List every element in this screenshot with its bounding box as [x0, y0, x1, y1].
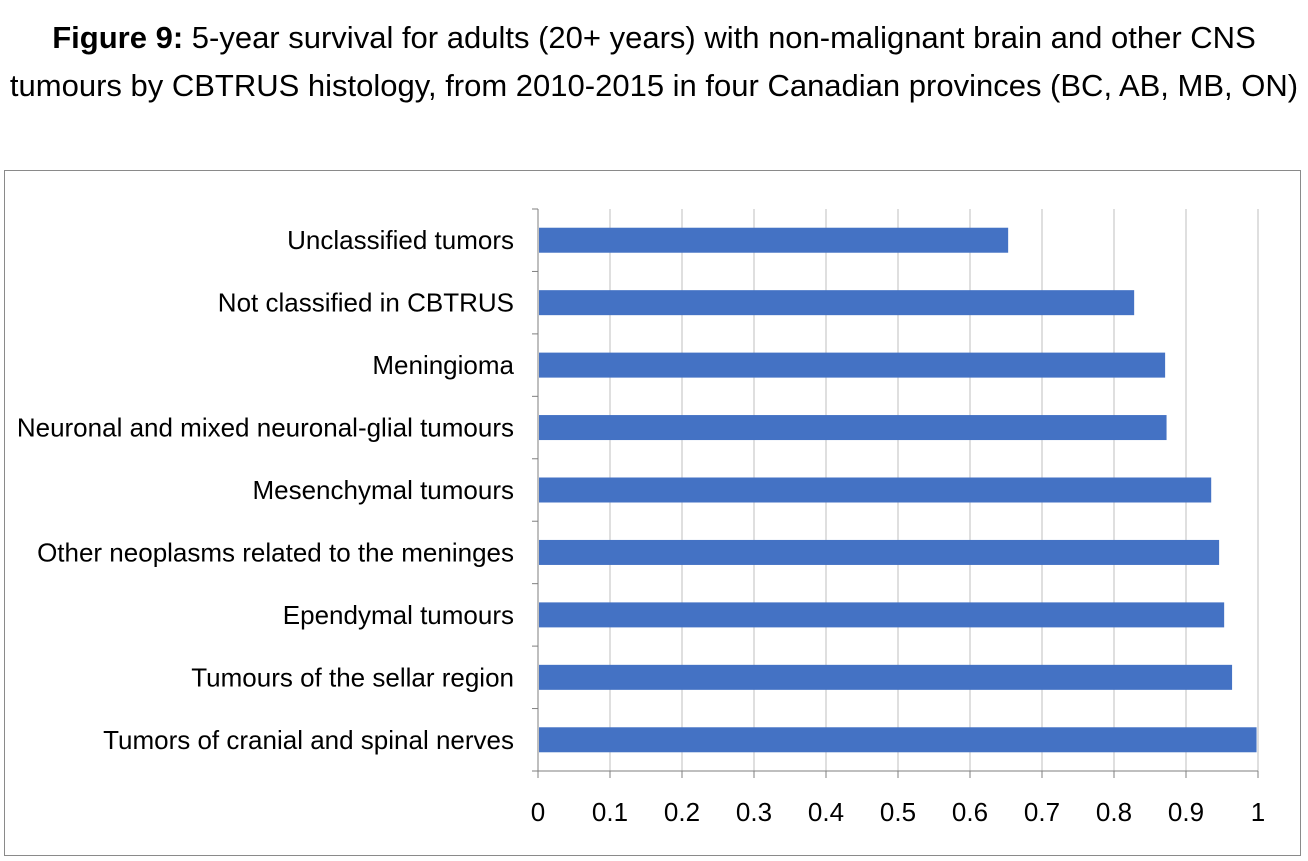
- category-label: Meningioma: [372, 350, 514, 380]
- x-tick-label: 0: [531, 797, 545, 827]
- bar: [539, 227, 1009, 253]
- bar: [539, 664, 1233, 690]
- category-label: Tumors of cranial and spinal nerves: [103, 725, 514, 755]
- x-tick-label: 0.5: [880, 797, 916, 827]
- bar: [539, 539, 1220, 565]
- bar: [539, 477, 1212, 503]
- category-label: Unclassified tumors: [287, 225, 514, 255]
- axes: [532, 208, 1259, 778]
- x-tick-label: 0.9: [1168, 797, 1204, 827]
- category-labels: Unclassified tumors Not classified in CBT…: [17, 225, 515, 755]
- x-tick-label: 0.6: [952, 797, 988, 827]
- category-label: Tumours of the sellar region: [191, 662, 514, 692]
- bar-chart: Unclassified tumors Not classified in CBT…: [17, 208, 1265, 827]
- x-tick-label: 0.3: [736, 797, 772, 827]
- x-tick-label: 0.1: [592, 797, 628, 827]
- category-label: Not classified in CBTRUS: [218, 288, 514, 318]
- x-tick-label: 0.7: [1024, 797, 1060, 827]
- bar: [539, 727, 1257, 753]
- bar: [539, 352, 1166, 378]
- bar: [539, 602, 1225, 628]
- category-label: Neuronal and mixed neuronal-glial tumour…: [17, 413, 514, 443]
- figure-title-lead: Figure 9:: [52, 20, 184, 55]
- bar: [539, 415, 1167, 441]
- x-tick-label: 0.4: [808, 797, 844, 827]
- bars: [539, 227, 1257, 753]
- category-label: Mesenchymal tumours: [252, 475, 514, 505]
- figure-title: Figure 9: 5-year survival for adults (20…: [0, 14, 1308, 110]
- category-label: Other neoplasms related to the meninges: [37, 537, 514, 567]
- x-tick-labels: 0 0.1 0.2 0.3 0.4 0.5 0.6 0.7 0.8 0.9 1: [531, 797, 1265, 827]
- x-tick-label: 1: [1251, 797, 1265, 827]
- x-tick-label: 0.8: [1096, 797, 1132, 827]
- chart-frame: Unclassified tumors Not classified in CBT…: [4, 170, 1301, 856]
- x-tick-label: 0.2: [664, 797, 700, 827]
- figure-title-text: 5-year survival for adults (20+ years) w…: [9, 20, 1299, 103]
- bar: [539, 290, 1135, 316]
- category-label: Ependymal tumours: [283, 600, 514, 630]
